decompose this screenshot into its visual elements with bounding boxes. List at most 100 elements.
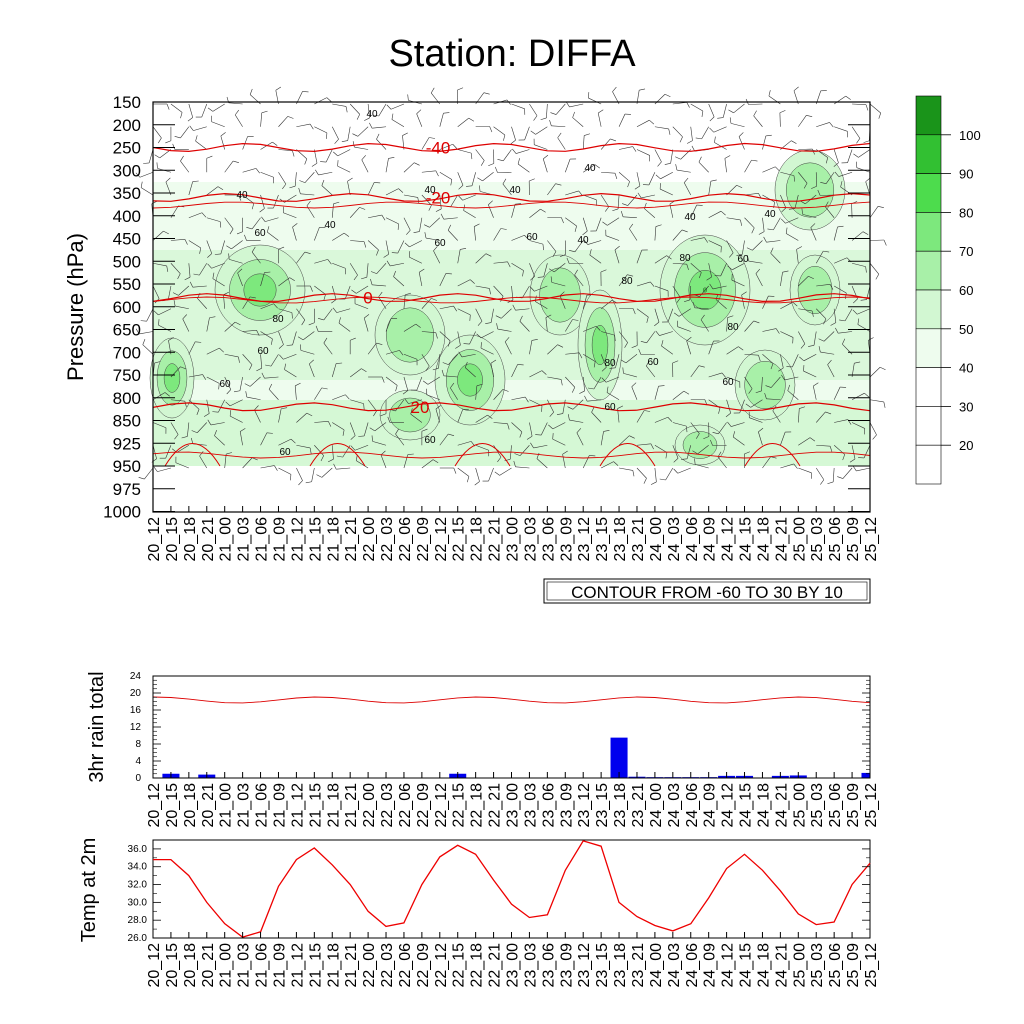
wind-barb xyxy=(833,308,837,323)
wind-barb-flag xyxy=(238,356,240,363)
wind-barb-flag xyxy=(606,386,609,393)
rh-contour-label: 40 xyxy=(577,235,589,246)
wind-barb xyxy=(583,325,597,332)
wind-barb-flag xyxy=(537,276,544,278)
wind-barb-flag xyxy=(331,299,337,304)
wind-barb-flag xyxy=(207,107,214,112)
wind-barb xyxy=(336,308,351,313)
wind-barb xyxy=(698,161,709,173)
wind-barb-flag xyxy=(195,341,202,343)
time-tick-label: 21_21 xyxy=(343,517,360,562)
wind-barb xyxy=(278,408,282,423)
wind-barb xyxy=(311,467,315,482)
wind-barb-flag xyxy=(203,413,210,417)
wind-barb xyxy=(385,158,389,173)
time-tick-label: 24_21 xyxy=(773,517,790,562)
wind-barb-flag xyxy=(860,299,867,301)
wind-barb-flag xyxy=(530,442,534,449)
pressure-tick-label: 550 xyxy=(113,275,141,294)
pressure-tick-label: 350 xyxy=(113,184,141,203)
wind-barb xyxy=(842,467,853,479)
wind-barb xyxy=(625,354,638,364)
wind-barb xyxy=(600,138,611,150)
rh-contour-label: 60 xyxy=(526,232,538,243)
wind-barb xyxy=(551,125,566,128)
time-tick-label: 22_06 xyxy=(397,943,414,988)
wind-barb xyxy=(726,317,728,332)
wind-barb-flag xyxy=(664,163,671,165)
wind-barb-flag xyxy=(479,185,481,192)
wind-barb-flag xyxy=(320,455,324,462)
wind-barb xyxy=(403,376,409,391)
time-tick-label: 22_18 xyxy=(469,517,486,562)
time-tick-label: 20_15 xyxy=(164,783,181,828)
wind-barb xyxy=(410,413,423,423)
wind-barb xyxy=(654,444,668,453)
wind-barb-flag xyxy=(829,284,834,290)
wind-barb xyxy=(421,298,432,309)
wind-barb-flag xyxy=(207,263,212,269)
wind-barb xyxy=(863,445,871,459)
wind-barb xyxy=(511,422,523,433)
wind-barb xyxy=(367,342,377,355)
wind-barb-flag xyxy=(620,210,624,217)
wind-barb-flag xyxy=(458,185,464,190)
time-tick-label: 25_09 xyxy=(845,943,862,988)
wind-barb xyxy=(816,283,831,287)
wind-barb-flag xyxy=(336,455,343,458)
wind-barb-flag xyxy=(298,480,303,486)
wind-barb xyxy=(180,126,190,139)
wind-barb-flag xyxy=(552,251,557,257)
wind-barb-flag xyxy=(164,392,170,397)
wind-barb xyxy=(429,217,441,228)
wind-barb-flag xyxy=(494,166,498,173)
rh-contour-label: 80 xyxy=(621,276,633,287)
wind-barb-flag xyxy=(638,348,642,355)
wind-barb xyxy=(488,467,494,482)
time-tick-label: 25_06 xyxy=(827,943,844,988)
wind-barb xyxy=(385,376,398,386)
wind-barb-flag xyxy=(281,407,288,410)
wind-barb xyxy=(260,303,274,310)
wind-barb xyxy=(718,422,727,435)
wind-barb xyxy=(851,445,856,460)
wind-barb xyxy=(206,217,221,222)
wind-barb-flag xyxy=(683,177,689,183)
wind-barb-flag xyxy=(217,186,224,190)
wind-barb-flag xyxy=(770,247,774,254)
wind-barb-flag xyxy=(631,345,638,349)
wind-barb xyxy=(869,399,884,403)
wind-barb-flag xyxy=(226,452,233,455)
wind-barb-flag xyxy=(694,458,696,465)
wind-barb xyxy=(397,240,405,254)
time-tick-label: 25_03 xyxy=(809,517,826,562)
time-tick-label: 23_21 xyxy=(630,943,647,988)
temp-contour-label: 0 xyxy=(363,289,372,308)
wind-barb-flag xyxy=(778,367,784,372)
wind-barb xyxy=(170,399,185,402)
time-tick-label: 21_06 xyxy=(254,517,271,562)
wind-barb xyxy=(618,113,626,127)
wind-barb-flag xyxy=(424,224,430,228)
wind-barb-flag xyxy=(704,237,708,243)
wind-barb-flag xyxy=(578,190,583,196)
wind-barb-flag xyxy=(309,359,314,365)
wind-barb xyxy=(270,354,279,367)
wind-barb xyxy=(631,386,638,400)
wind-barb xyxy=(349,368,362,378)
wind-barb xyxy=(416,376,423,391)
wind-barb-flag xyxy=(574,225,577,232)
wind-barb xyxy=(493,445,502,458)
wind-barb-flag xyxy=(727,315,734,318)
wind-barb xyxy=(278,172,287,185)
wind-barb xyxy=(457,331,461,346)
wind-barb-flag xyxy=(837,476,843,479)
temp-contour-line xyxy=(152,142,871,153)
wind-barb-flag xyxy=(261,372,265,379)
wind-barb xyxy=(338,322,351,332)
wind-barb xyxy=(323,308,333,321)
wind-barb-flag xyxy=(751,159,758,162)
wind-barb xyxy=(834,257,848,264)
colorbar-box xyxy=(915,95,942,136)
pressure-time-section: -40 -20 0 20 60 80 60 60 60 60 80 80 80 80 60 60 40 40 40… xyxy=(63,86,887,704)
